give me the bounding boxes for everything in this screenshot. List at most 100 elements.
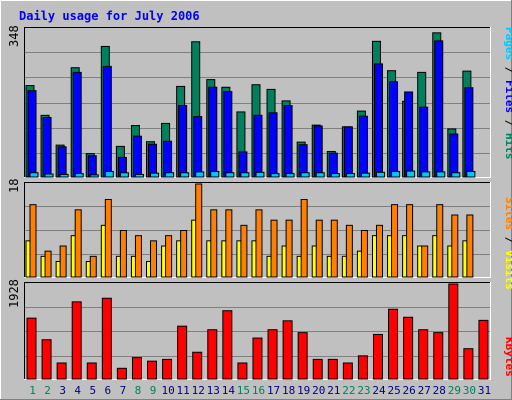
kbytes-bar: [433, 332, 444, 380]
day-label-5: 5: [89, 384, 96, 397]
files-bar: [72, 71, 82, 178]
day-label-17: 17: [267, 384, 280, 397]
pages-bar: [345, 173, 355, 178]
sites-bar: [150, 240, 158, 278]
day-label-12: 12: [192, 384, 205, 397]
kbytes-bar: [71, 301, 82, 380]
x-axis-day-labels: 1 2 3 4 5 6 7 8 9 10 11 12 13 14 15 16 17 18 19 20 21 22 23 24 2…: [29, 384, 491, 397]
sites-bar: [180, 230, 188, 278]
kbytes-bar: [403, 316, 414, 380]
pages-bar: [180, 172, 190, 178]
kbytes-bar: [312, 358, 323, 380]
pages-bar: [451, 172, 461, 178]
files-bar: [464, 87, 474, 178]
day-label-19: 19: [297, 384, 310, 397]
files-bar: [404, 91, 414, 178]
files-bar: [223, 91, 233, 178]
day-label-14: 14: [222, 384, 236, 397]
sites-bar: [421, 245, 429, 278]
files-bar: [42, 116, 52, 178]
pages-bar: [315, 172, 325, 178]
kbytes-bar: [131, 357, 142, 380]
kbytes-bar: [177, 325, 188, 380]
sites-bar: [360, 230, 368, 278]
kbytes-bar: [101, 297, 112, 380]
pages-bar: [74, 173, 84, 178]
kbytes-bar: [86, 362, 97, 380]
legend-sites-visits: Sites / Visits: [503, 197, 512, 290]
day-label-9: 9: [150, 384, 157, 397]
day-label-24: 24: [372, 384, 386, 397]
sites-bar: [134, 235, 142, 278]
pages-bar: [406, 170, 416, 178]
day-label-28: 28: [433, 384, 446, 397]
sites-bar: [44, 250, 52, 278]
kbytes-bar: [478, 319, 489, 380]
pages-bar: [104, 170, 114, 178]
day-label-22: 22: [342, 384, 355, 397]
sites-bar: [240, 224, 248, 278]
kbytes-bar: [162, 358, 173, 380]
y-max-label-hits: 348: [7, 25, 21, 47]
files-bar: [298, 144, 308, 178]
day-label-3: 3: [59, 384, 66, 397]
files-bar: [283, 105, 293, 178]
sites-bar: [89, 255, 97, 278]
pages-bar: [421, 171, 431, 178]
pages-bar: [300, 172, 310, 178]
files-bar: [343, 126, 353, 178]
kbytes-bar: [282, 320, 293, 380]
y-max-label-kbytes: 1928: [7, 279, 21, 308]
day-label-18: 18: [282, 384, 295, 397]
kbytes-bar: [418, 329, 429, 380]
sites-bar: [29, 204, 37, 278]
sites-bar: [315, 219, 323, 278]
kbytes-bar: [267, 329, 278, 380]
files-bar: [373, 63, 383, 178]
day-label-6: 6: [105, 384, 112, 397]
pages-bar: [119, 172, 129, 178]
files-bar: [313, 125, 323, 178]
legend-hits-files-pages: Pages / Files / Hits: [503, 27, 512, 160]
legend-sep-3: /: [503, 230, 512, 250]
files-bar: [57, 146, 67, 178]
day-label-1: 1: [29, 384, 36, 397]
sites-bar: [195, 183, 203, 278]
kbytes-bar: [192, 351, 203, 380]
kbytes-bar: [372, 333, 383, 380]
files-bar: [87, 155, 97, 178]
sites-bar: [466, 214, 474, 278]
day-label-29: 29: [448, 384, 461, 397]
pages-bar: [270, 173, 280, 178]
visits-sites-panel: [24, 182, 491, 278]
files-bar: [132, 135, 142, 178]
pages-bar: [255, 171, 265, 178]
kbytes-bar: [237, 362, 248, 380]
files-bar: [102, 65, 112, 178]
sites-bar: [406, 204, 414, 278]
pages-bar: [225, 172, 235, 178]
pages-bar: [59, 173, 69, 178]
legend-sep-1: /: [503, 60, 512, 80]
day-label-26: 26: [403, 384, 416, 397]
files-bar: [27, 90, 37, 178]
files-bar: [208, 86, 218, 178]
pages-bar: [29, 172, 39, 178]
files-bar: [193, 116, 203, 178]
sites-bar: [285, 219, 293, 278]
pages-bar: [44, 173, 54, 178]
kbytes-bar: [342, 362, 353, 380]
pages-bar: [375, 171, 385, 178]
kbytes-bar: [26, 317, 37, 380]
day-label-8: 8: [135, 384, 142, 397]
hits-files-pages-panel: [24, 27, 491, 178]
chart-title: Daily usage for July 2006: [19, 9, 200, 23]
kbytes-bar: [222, 310, 233, 380]
files-bar: [389, 81, 399, 178]
legend-visits: Visits: [503, 250, 512, 290]
files-bar: [268, 112, 278, 178]
files-bar: [449, 133, 459, 178]
files-bar: [148, 143, 158, 178]
